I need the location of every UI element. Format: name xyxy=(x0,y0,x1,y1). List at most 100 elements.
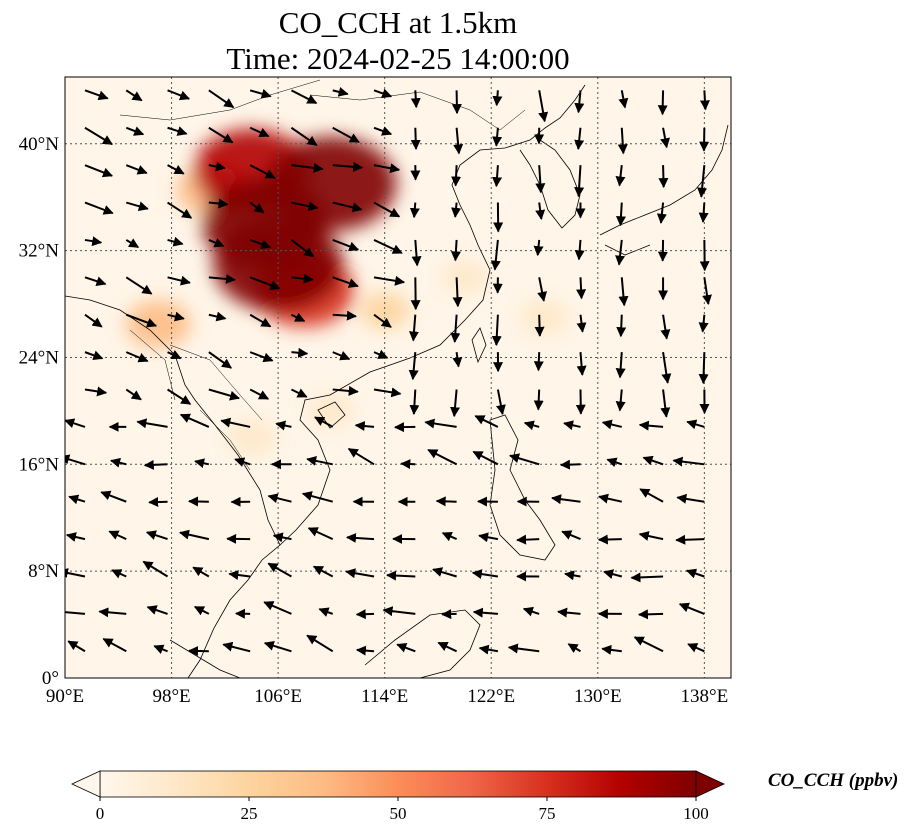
latitude-tick-label: 0° xyxy=(42,668,59,689)
wind-arrow xyxy=(373,239,403,254)
wind-arrow xyxy=(249,238,272,249)
wind-arrow xyxy=(642,455,664,466)
wind-arrow xyxy=(597,534,622,545)
wind-arrow xyxy=(472,450,499,466)
wind-arrow xyxy=(660,314,671,340)
wind-arrow xyxy=(601,644,622,655)
wind-arrow xyxy=(427,448,458,466)
wind-vectors xyxy=(65,87,712,657)
wind-arrow xyxy=(354,421,375,432)
wind-arrow xyxy=(194,458,210,469)
wind-arrow xyxy=(601,419,623,430)
wind-arrow xyxy=(208,388,240,401)
wind-arrow xyxy=(702,277,712,306)
wind-arrow xyxy=(84,313,103,328)
wind-arrow xyxy=(228,570,251,580)
wind-arrow xyxy=(84,164,113,178)
wind-arrow xyxy=(167,201,193,219)
wind-arrow xyxy=(576,314,587,333)
wind-arrow xyxy=(249,351,274,363)
wind-arrow xyxy=(125,201,149,212)
wind-arrow xyxy=(639,488,664,503)
wind-arrow xyxy=(559,459,581,470)
wind-arrow xyxy=(318,607,334,617)
wind-arrow xyxy=(478,532,499,543)
colorbar-gradient xyxy=(99,770,697,798)
wind-arrow xyxy=(535,165,546,194)
wind-arrow xyxy=(306,634,334,653)
wind-arrow xyxy=(675,534,705,545)
latitude-tick-label: 8°N xyxy=(28,561,59,582)
wind-arrow xyxy=(208,89,235,109)
wind-arrow xyxy=(291,388,308,398)
wind-arrow xyxy=(435,496,457,507)
wind-arrow xyxy=(193,605,210,616)
wind-arrow xyxy=(574,127,585,151)
wind-arrow xyxy=(576,352,587,376)
wind-arrow xyxy=(234,457,251,467)
wind-arrow xyxy=(676,493,705,504)
wind-arrow xyxy=(65,611,86,615)
wind-arrow xyxy=(697,165,708,198)
wind-arrow xyxy=(306,455,333,466)
wind-arrow xyxy=(698,202,709,223)
borders xyxy=(119,79,526,471)
wind-arrow xyxy=(408,352,419,381)
colorbar: 0 25 50 75 100 xyxy=(71,770,725,823)
wind-arrow xyxy=(686,419,705,430)
wind-arrow xyxy=(564,570,581,581)
wind-arrow xyxy=(574,165,585,198)
longitude-tick-label: 106°E xyxy=(254,686,302,707)
wind-arrow xyxy=(491,314,502,347)
wind-arrow xyxy=(373,387,402,398)
wind-arrow xyxy=(100,490,127,503)
wind-arrow xyxy=(661,351,672,384)
latitude-ticks: 0° 8°N 16°N 24°N 32°N 40°N xyxy=(19,134,60,689)
sumatra-coastline xyxy=(169,639,241,678)
wind-arrow xyxy=(576,277,587,300)
wind-arrow xyxy=(84,89,109,101)
wind-arrow xyxy=(167,388,192,405)
longitude-tick-label: 122°E xyxy=(467,686,515,707)
china-coastline xyxy=(279,84,586,546)
wind-arrow xyxy=(98,607,127,618)
colorbar-label: CO_CCH (ppbv) xyxy=(768,770,899,791)
mainland-coastline xyxy=(65,295,281,678)
borneo-coastline xyxy=(364,609,481,678)
wind-arrow xyxy=(638,420,664,431)
wind-arrow xyxy=(290,126,318,146)
wind-arrow xyxy=(68,494,86,505)
wind-arrow xyxy=(630,572,664,583)
longitude-tick-label: 130°E xyxy=(574,686,622,707)
wind-arrow xyxy=(249,88,272,99)
hainan-coastline xyxy=(317,401,346,429)
wind-arrow xyxy=(84,201,114,215)
wind-arrow xyxy=(290,89,318,105)
wind-arrow xyxy=(291,347,309,358)
wind-arrow xyxy=(495,389,506,416)
wind-arrow xyxy=(451,202,462,218)
wind-arrow xyxy=(373,313,392,328)
wind-arrow xyxy=(400,459,416,470)
wind-arrow xyxy=(516,534,540,545)
wind-arrow xyxy=(332,161,364,172)
co-plume xyxy=(266,136,397,232)
wind-arrow xyxy=(249,126,270,138)
co-plume xyxy=(125,300,191,348)
wind-arrow xyxy=(492,127,503,147)
wind-arrow xyxy=(534,314,545,337)
wind-arrow xyxy=(267,562,292,578)
wind-arrow xyxy=(102,638,127,653)
wind-arrow xyxy=(275,420,292,431)
wind-arrow xyxy=(615,352,626,379)
colorbar-extend-max xyxy=(695,770,725,798)
wind-arrow xyxy=(453,127,464,155)
map-frame xyxy=(64,76,732,679)
wind-arrow xyxy=(615,239,626,266)
wind-arrow xyxy=(291,273,314,284)
wind-arrow xyxy=(535,202,546,221)
wind-arrow xyxy=(65,532,86,542)
wind-arrow xyxy=(424,418,457,429)
wind-arrow xyxy=(450,314,461,343)
wind-arrow xyxy=(153,644,168,654)
